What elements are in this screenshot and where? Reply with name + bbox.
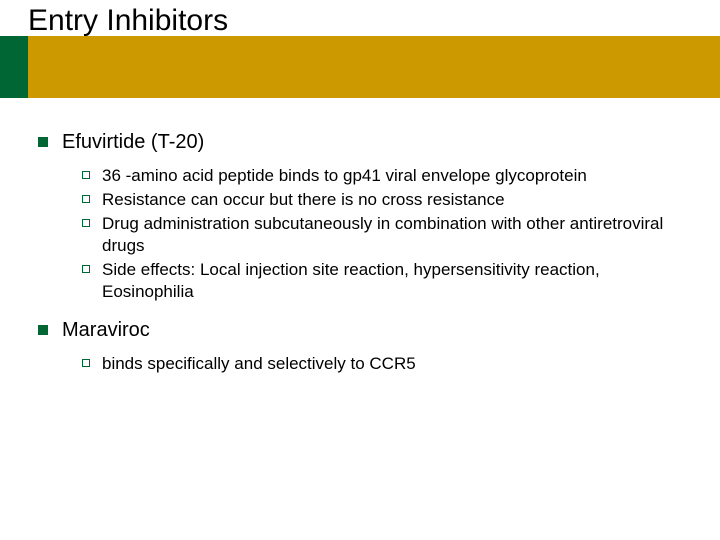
sub-list-item: binds specifically and selectively to CC… [82, 353, 690, 375]
sub-list-item: Drug administration subcutaneously in co… [82, 213, 690, 257]
list-item-label: Efuvirtide (T-20) [62, 130, 204, 155]
sub-list-item-label: Resistance can occur but there is no cro… [102, 189, 505, 211]
hollow-square-bullet-icon [82, 195, 90, 203]
list-item-label: Maraviroc [62, 318, 150, 343]
square-bullet-icon [38, 325, 48, 335]
sub-list-item: Side effects: Local injection site react… [82, 259, 690, 303]
hollow-square-bullet-icon [82, 171, 90, 179]
title-band: Entry Inhibitors [0, 36, 720, 98]
title-accent-block [0, 36, 28, 98]
sub-list: 36 -amino acid peptide binds to gp41 vir… [82, 165, 690, 304]
sub-list-item-label: 36 -amino acid peptide binds to gp41 vir… [102, 165, 587, 187]
slide-title: Entry Inhibitors [28, 4, 228, 37]
list-item: Efuvirtide (T-20) [38, 130, 690, 155]
hollow-square-bullet-icon [82, 265, 90, 273]
sub-list-item-label: Side effects: Local injection site react… [102, 259, 690, 303]
hollow-square-bullet-icon [82, 219, 90, 227]
title-main-block: Entry Inhibitors [28, 36, 720, 98]
slide: Entry Inhibitors Efuvirtide (T-20) 36 -a… [0, 0, 720, 540]
content-area: Efuvirtide (T-20) 36 -amino acid peptide… [38, 130, 690, 389]
sub-list-item-label: binds specifically and selectively to CC… [102, 353, 416, 375]
square-bullet-icon [38, 137, 48, 147]
sub-list: binds specifically and selectively to CC… [82, 353, 690, 375]
sub-list-item-label: Drug administration subcutaneously in co… [102, 213, 690, 257]
hollow-square-bullet-icon [82, 359, 90, 367]
sub-list-item: 36 -amino acid peptide binds to gp41 vir… [82, 165, 690, 187]
list-item: Maraviroc [38, 318, 690, 343]
sub-list-item: Resistance can occur but there is no cro… [82, 189, 690, 211]
